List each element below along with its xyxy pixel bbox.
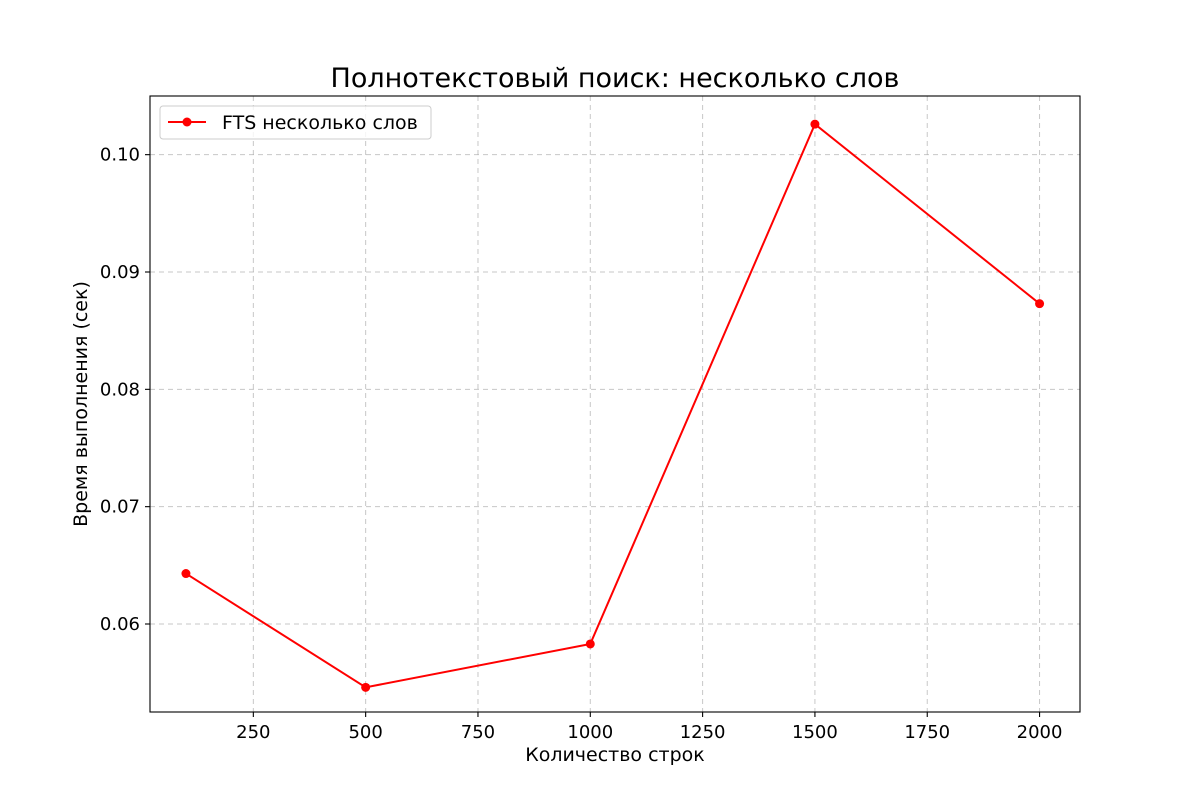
legend-box xyxy=(159,105,432,140)
data-point xyxy=(181,569,191,579)
plot-area-frame xyxy=(149,95,1081,713)
y-tick-label: 0.08 xyxy=(100,379,140,400)
x-axis-title: Количество строк xyxy=(525,744,705,766)
legend-marker-swatch xyxy=(182,117,192,127)
x-tick-label: 750 xyxy=(461,722,495,743)
data-point xyxy=(361,682,371,692)
data-point xyxy=(585,639,595,649)
legend-label: FTS несколько слов xyxy=(222,112,418,134)
axis-ticks: 250 500 750 1000 1250 1500 1750 2000 0.06 0.07 0.0… xyxy=(100,145,1063,743)
data-point xyxy=(810,119,820,129)
legend: FTS несколько слов xyxy=(159,105,432,140)
chart-title: Полнотекстовый поиск: несколько слов xyxy=(331,63,900,94)
y-tick-label: 0.10 xyxy=(100,145,140,166)
y-tick-label: 0.07 xyxy=(100,497,140,518)
x-tick-label: 1250 xyxy=(680,722,726,743)
grid-lines xyxy=(150,96,1080,712)
x-tick-label: 1500 xyxy=(792,722,838,743)
y-tick-label: 0.06 xyxy=(100,614,140,635)
x-tick-label: 2000 xyxy=(1017,722,1063,743)
x-tick-label: 500 xyxy=(348,722,382,743)
x-tick-label: 1000 xyxy=(567,722,613,743)
y-tick-label: 0.09 xyxy=(100,262,140,283)
data-point xyxy=(1035,299,1045,309)
x-tick-label: 1750 xyxy=(904,722,950,743)
x-tick-label: 250 xyxy=(236,722,270,743)
y-axis-title: Время выполнения (сек) xyxy=(70,281,92,527)
series-layer xyxy=(181,119,1045,692)
